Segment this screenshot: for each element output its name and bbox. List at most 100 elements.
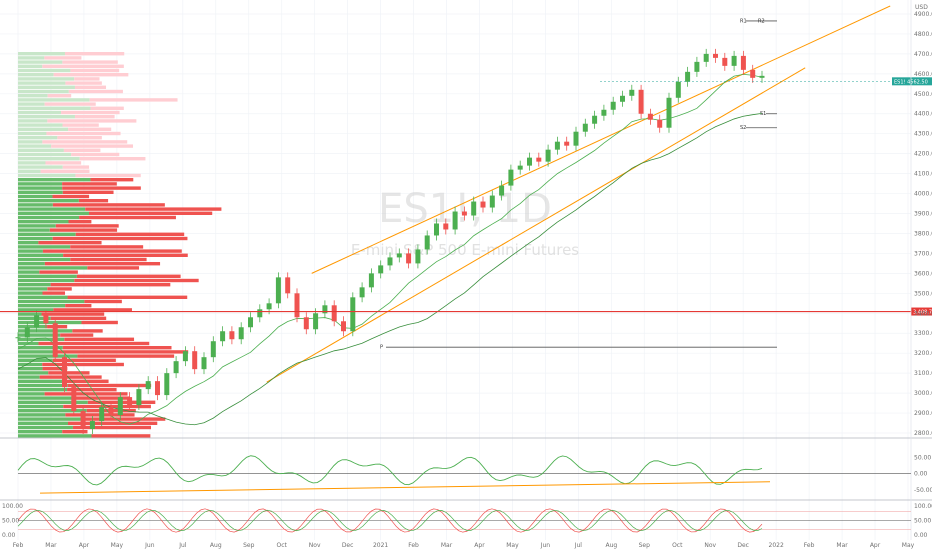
candle-body (694, 61, 700, 72)
candle-body (164, 373, 170, 396)
price-tick-label: 3000.00 (914, 390, 932, 397)
month-label: 2022 (769, 542, 784, 549)
candle-body (43, 315, 49, 324)
candle-body (527, 157, 532, 166)
time-axis[interactable]: Feb Mar Apr May Jun Jul Aug Sep Oct Nov Dec 2021 Feb… (13, 542, 915, 549)
month-label: Apr (870, 542, 881, 549)
volume-bar-up (18, 148, 64, 152)
stoch-k-line (17, 508, 763, 533)
month-label: Aug (210, 542, 222, 549)
volume-bar-up (18, 236, 53, 241)
candle-body (666, 97, 672, 128)
volume-bar-up (18, 194, 53, 199)
candle-body (62, 357, 67, 388)
volume-bar-down (61, 110, 120, 115)
candle-body (675, 81, 681, 98)
price-tick-label: 3200.00 (914, 350, 932, 357)
rsi-tick-label: 50.00 (914, 454, 931, 461)
volume-bar-down (89, 98, 178, 102)
volume-bar-up (18, 299, 85, 304)
volume-bar-down (72, 329, 103, 333)
volume-bar-down (56, 350, 189, 354)
candle-body (713, 53, 718, 58)
price-tick-label: 3100.00 (914, 370, 932, 377)
volume-bar-down (42, 291, 66, 295)
volume-bar-down (62, 190, 114, 194)
price-tick-label: 4700.00 (914, 51, 932, 58)
month-label: May (506, 542, 519, 549)
volume-bar-up (18, 228, 50, 232)
volume-bar-up (18, 371, 49, 375)
volume-bar-down (41, 312, 105, 316)
stoch-d-line (17, 509, 763, 532)
candle-body (564, 141, 570, 146)
level-tag-text: 3,408.75 (913, 310, 932, 316)
candle-body (155, 381, 160, 396)
candle-body (341, 321, 346, 332)
candle-body (257, 309, 263, 318)
volume-bar-down (45, 161, 82, 165)
price-candles (15, 48, 765, 435)
volume-bar-down (75, 232, 185, 236)
price-tick-label: 3800.00 (914, 230, 932, 237)
pivot-s2-label: S2 (740, 125, 746, 131)
candle-body (703, 53, 709, 62)
volume-bar-up (18, 77, 75, 81)
volume-bar-down (74, 396, 130, 400)
volume-bar-down (42, 362, 124, 367)
volume-bar-down (49, 228, 118, 232)
price-tick-label: 4900.00 (914, 11, 932, 18)
month-label: Mar (45, 542, 57, 549)
volume-bar-down (38, 341, 150, 346)
volume-bar-up (18, 186, 63, 190)
volume-bar-up (18, 199, 79, 203)
volume-bar-up (18, 362, 43, 367)
volume-bar-down (60, 333, 94, 337)
volume-bar-down (65, 81, 102, 85)
volume-bar-down (72, 425, 151, 430)
candle-body (685, 71, 691, 82)
candle-body (182, 351, 188, 362)
volume-bar-up (18, 190, 63, 194)
volume-bar-down (62, 60, 118, 64)
month-label: 2021 (373, 542, 388, 549)
candle-body (368, 273, 374, 288)
volume-bar-up (18, 127, 69, 131)
candle-body (350, 297, 356, 332)
volume-bar-down (75, 173, 141, 178)
candle-body (89, 421, 95, 430)
volume-bar-down (84, 299, 122, 304)
month-label: Nov (704, 542, 716, 549)
month-label: Sep (639, 542, 651, 549)
month-label: Dec (737, 542, 749, 549)
candle-body (173, 361, 179, 374)
rsi-trendline (39, 481, 771, 494)
volume-bar-down (70, 257, 147, 262)
volume-bar-up (18, 312, 42, 316)
candle-body (294, 293, 300, 318)
volume-bar-up (18, 215, 80, 220)
candle-body (359, 287, 365, 298)
volume-bar-up (18, 152, 72, 157)
volume-bar-down (65, 304, 92, 308)
volume-bar-up (18, 417, 82, 421)
candle-body (238, 327, 244, 340)
oscillator-panel: 50.00 0.00 -50.00 (17, 454, 932, 494)
volume-bar-up (18, 144, 52, 148)
volume-bar-up (18, 404, 64, 409)
volume-bar-down (74, 77, 100, 81)
volume-bar-down (42, 64, 124, 68)
pivot-r2-label: R2 (758, 18, 765, 24)
volume-bar-down (51, 144, 134, 148)
candle-body (722, 57, 728, 66)
candle-body (266, 303, 272, 310)
candle-body (248, 317, 253, 328)
volume-bar-up (18, 245, 71, 249)
month-label: Feb (804, 542, 815, 549)
volume-bar-down (53, 308, 132, 312)
volume-bar-up (18, 413, 66, 417)
volume-bar-down (48, 371, 90, 375)
price-tick-label: 3600.00 (914, 270, 932, 277)
